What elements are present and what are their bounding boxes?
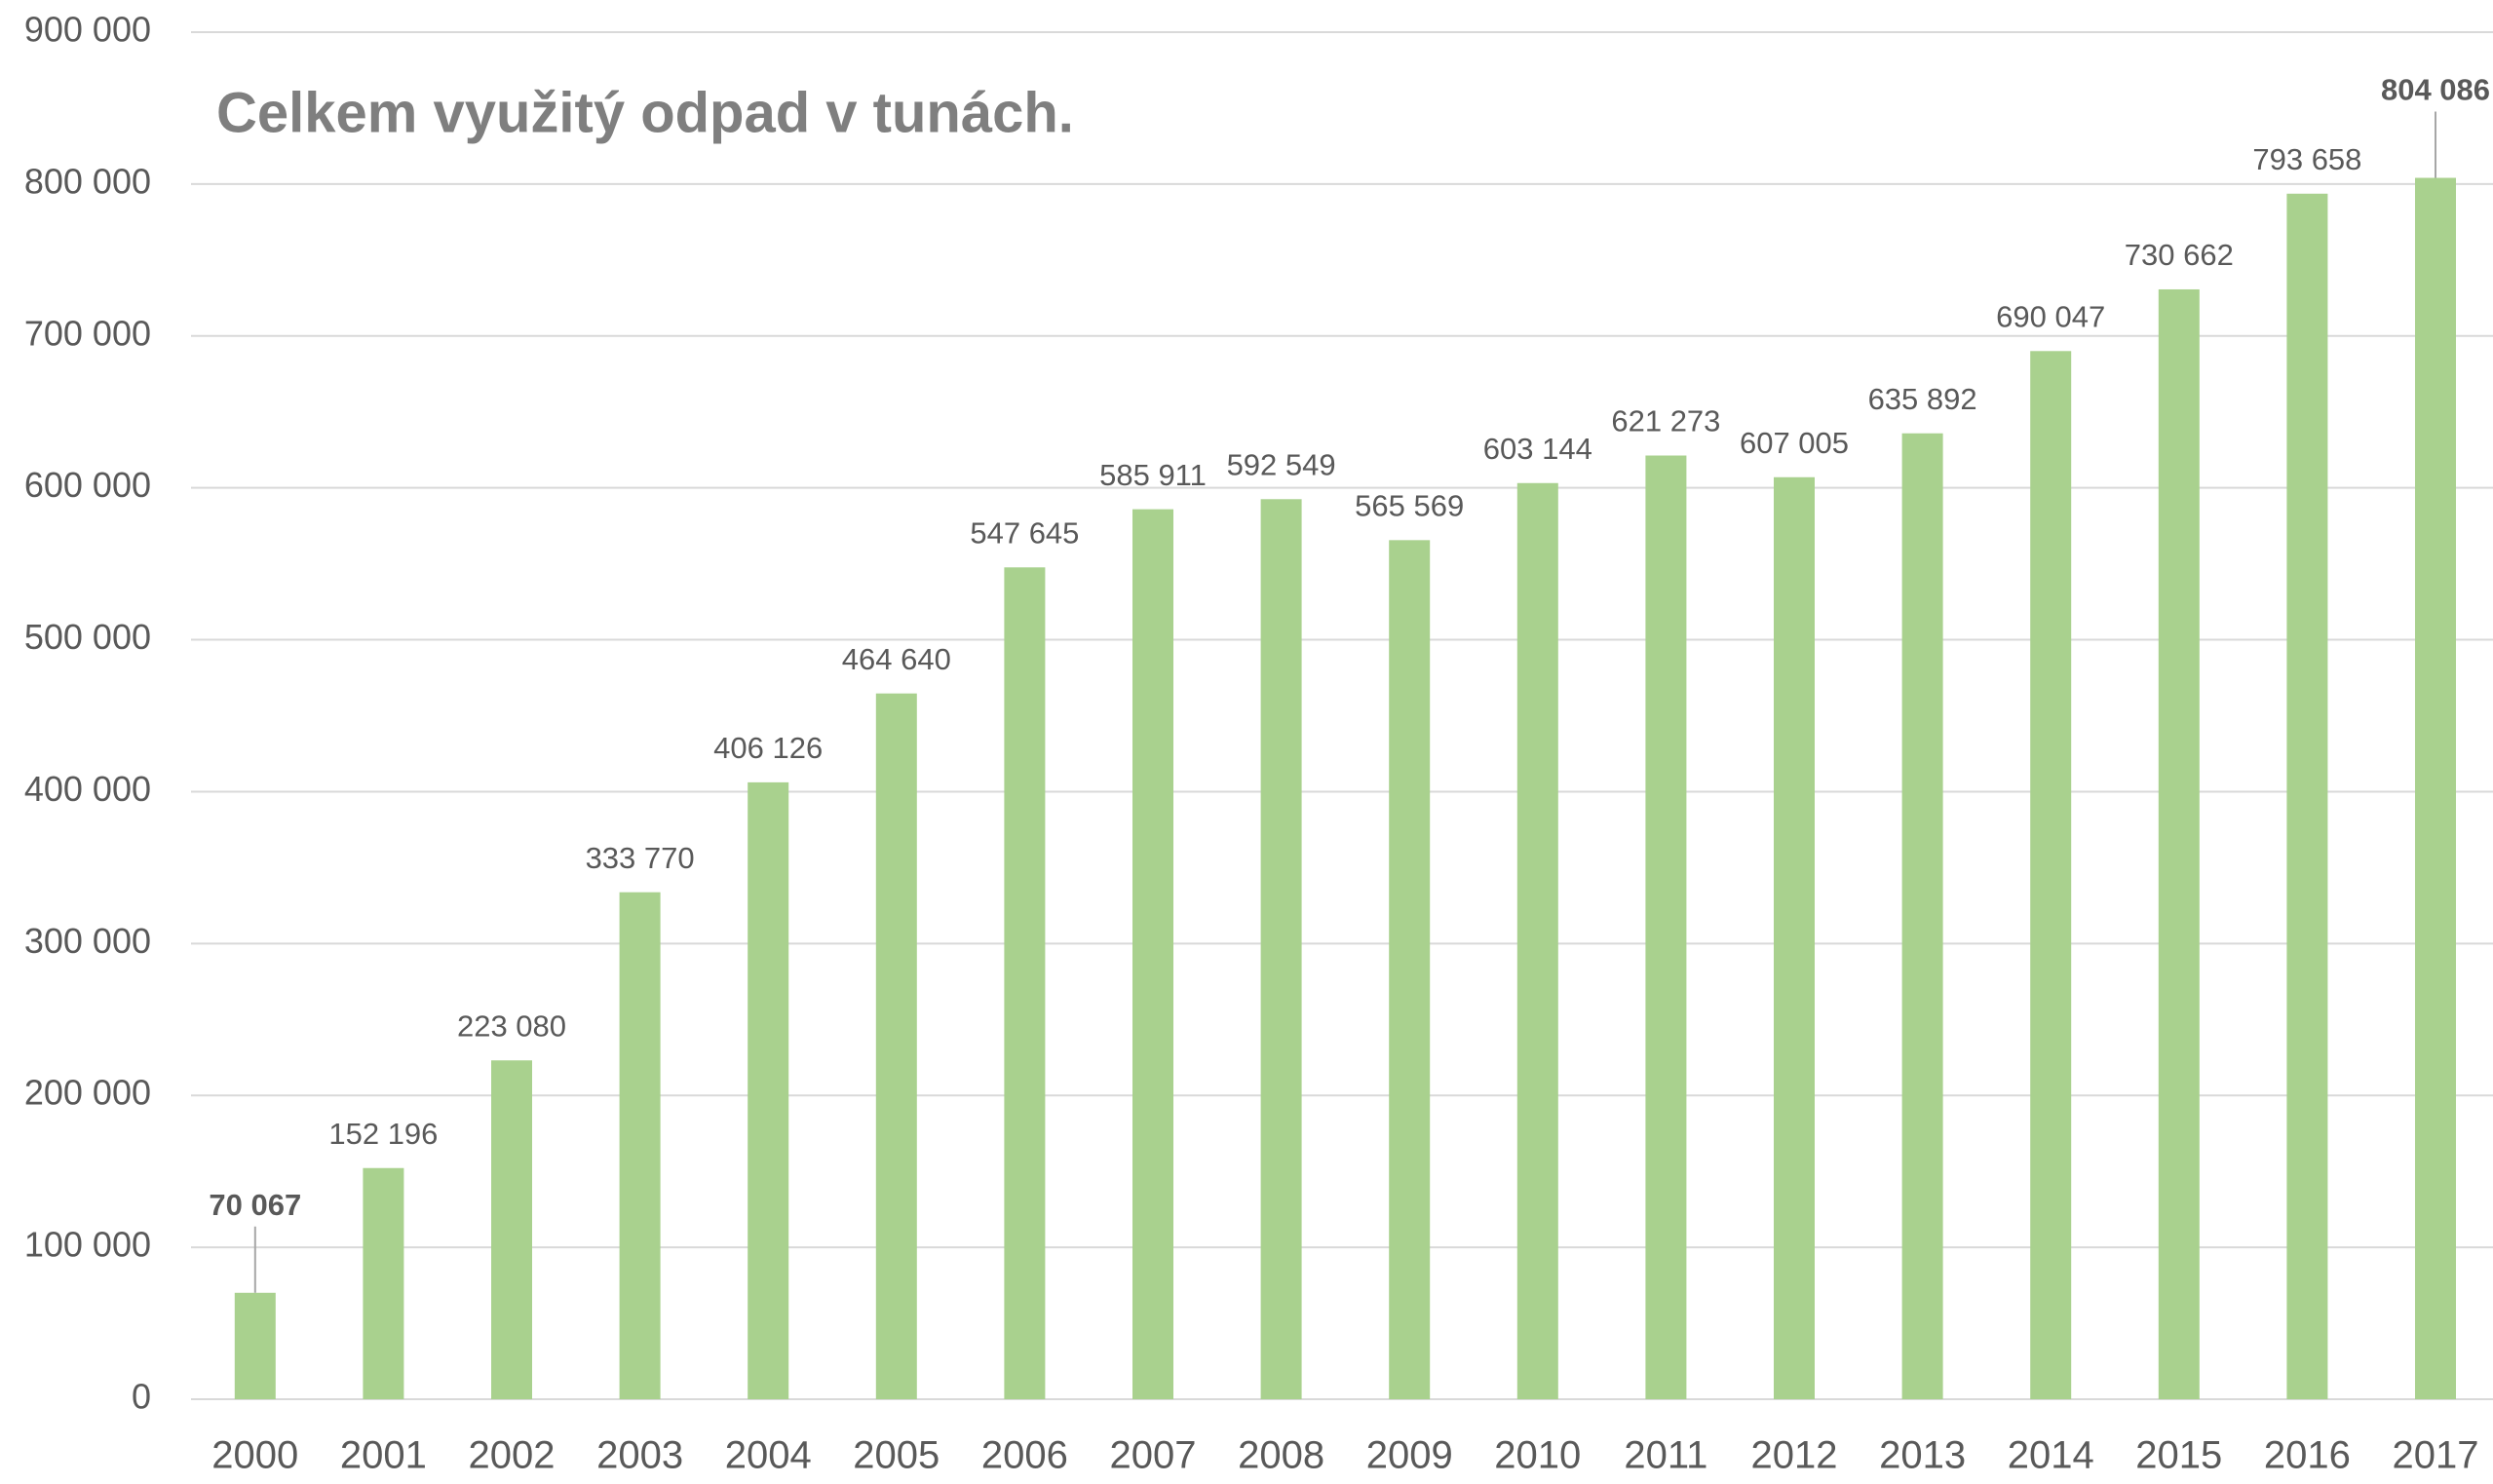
y-tick-label: 900 000 [24,10,151,50]
y-tick-label: 700 000 [24,313,151,353]
bar [1645,455,1687,1400]
bar [2030,351,2072,1399]
data-label: 406 126 [713,731,823,765]
chart-title: Celkem využitý odpad v tunách. [216,81,1074,144]
data-label: 464 640 [842,642,951,676]
y-tick-label: 500 000 [24,617,151,657]
x-tick-label: 2004 [725,1434,812,1477]
data-label: 585 911 [1099,458,1207,492]
data-label: 690 047 [1996,299,2105,333]
bar [619,892,661,1399]
x-tick-label: 2000 [211,1434,298,1477]
data-label: 70 067 [209,1188,301,1222]
bar [2415,177,2456,1399]
bar [2158,288,2200,1399]
y-tick-label: 300 000 [24,921,151,961]
x-tick-label: 2011 [1624,1434,1707,1477]
data-label: 635 892 [1868,382,1977,416]
y-tick-label: 200 000 [24,1073,151,1113]
y-tick-label: 400 000 [24,769,151,809]
x-tick-label: 2012 [1751,1434,1838,1477]
data-label: 152 196 [328,1117,438,1151]
y-tick-label: 100 000 [24,1225,151,1265]
bar [1901,433,1943,1399]
data-label: 603 144 [1483,432,1592,466]
bar [1132,509,1173,1399]
x-tick-label: 2009 [1366,1434,1453,1477]
data-label: 793 658 [2252,142,2361,176]
data-label: 804 086 [2381,73,2490,107]
bar [234,1292,276,1399]
bar [2286,193,2328,1399]
x-tick-label: 2006 [981,1434,1068,1477]
x-tick-label: 2017 [2393,1434,2479,1477]
data-label: 333 770 [586,841,695,875]
data-label: 730 662 [2125,238,2234,272]
x-tick-label: 2010 [1494,1434,1581,1477]
x-tick-label: 2014 [2008,1434,2094,1477]
x-tick-label: 2002 [469,1434,556,1477]
x-tick-label: 2005 [853,1434,940,1477]
x-tick-label: 2001 [340,1434,427,1477]
y-tick-label: 0 [132,1377,151,1417]
data-label: 565 569 [1355,489,1464,523]
bar [1389,540,1431,1399]
x-tick-label: 2016 [2264,1434,2351,1477]
bar [1774,476,1815,1399]
x-tick-label: 2008 [1238,1434,1324,1477]
y-tick-label: 800 000 [24,161,151,201]
data-label: 547 645 [970,515,1079,550]
bar [1260,499,1302,1399]
bar [363,1167,404,1399]
x-tick-label: 2013 [1879,1434,1966,1477]
bar [1516,482,1558,1400]
x-tick-label: 2015 [2135,1434,2222,1477]
x-tick-label: 2007 [1110,1434,1197,1477]
x-tick-label: 2003 [596,1434,683,1477]
data-label: 607 005 [1740,426,1849,460]
data-label: 592 549 [1227,447,1336,481]
bar [1004,567,1046,1399]
data-label: 223 080 [457,1008,566,1043]
bar [748,781,789,1399]
bar [875,693,917,1399]
bar [491,1060,532,1399]
data-label: 621 273 [1611,404,1720,438]
y-tick-label: 600 000 [24,465,151,505]
